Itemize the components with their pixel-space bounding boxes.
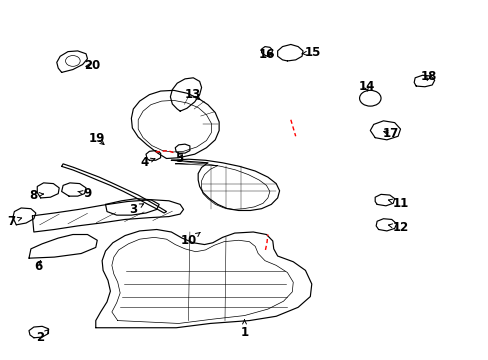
Text: 7: 7: [7, 215, 21, 228]
Text: 17: 17: [382, 127, 398, 140]
Text: 10: 10: [181, 233, 200, 247]
Text: 13: 13: [185, 88, 201, 101]
Text: 16: 16: [258, 48, 274, 61]
Text: 6: 6: [34, 260, 42, 273]
Text: 9: 9: [78, 187, 91, 200]
Text: 18: 18: [420, 69, 436, 82]
Text: 2: 2: [37, 330, 49, 344]
Text: 15: 15: [301, 46, 320, 59]
Text: 14: 14: [358, 80, 374, 93]
Text: 3: 3: [129, 203, 143, 216]
Text: 12: 12: [387, 221, 408, 234]
Text: 1: 1: [240, 320, 248, 339]
Text: 11: 11: [387, 197, 408, 210]
Text: 8: 8: [29, 189, 43, 202]
Text: 4: 4: [141, 156, 155, 168]
Text: 5: 5: [175, 152, 183, 165]
Text: 19: 19: [89, 132, 105, 145]
Text: 20: 20: [84, 59, 101, 72]
